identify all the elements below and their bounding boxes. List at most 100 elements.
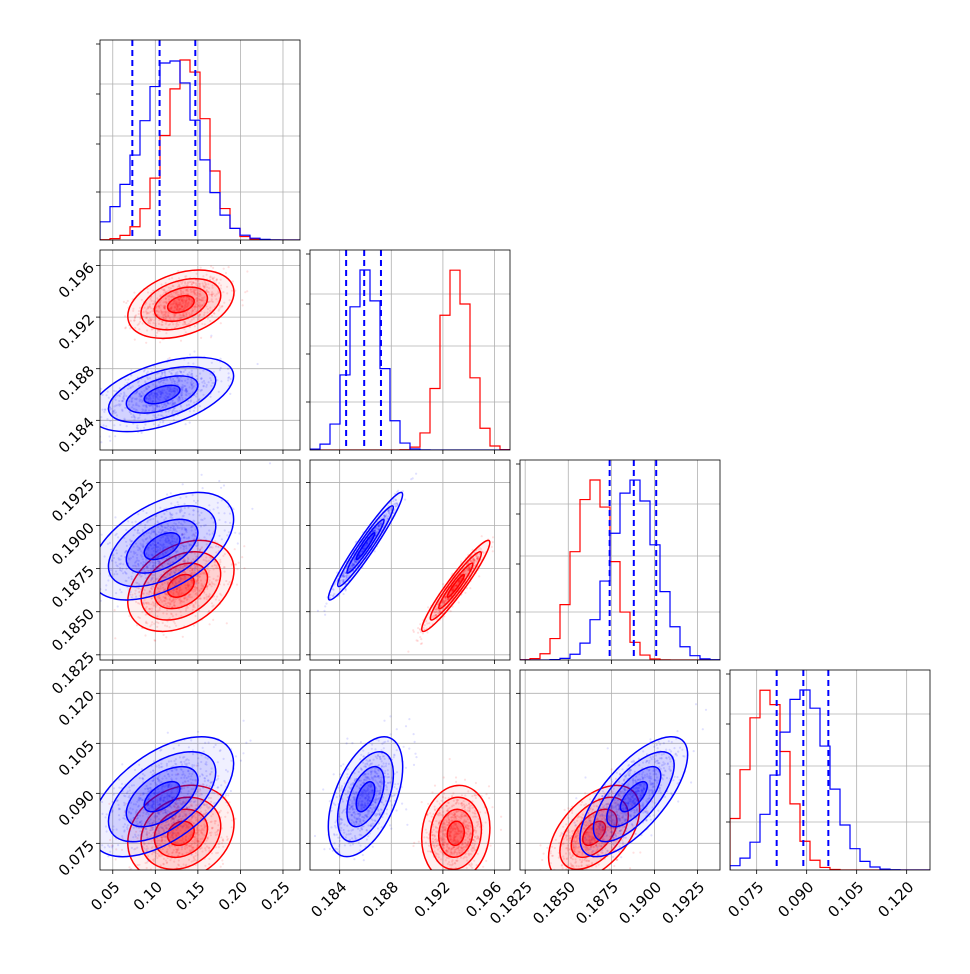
scatter-point <box>178 887 180 889</box>
y-tick-label: 0.184 <box>55 414 98 457</box>
scatter-point <box>176 876 178 878</box>
scatter-point <box>227 794 229 796</box>
scatter-point <box>419 628 421 630</box>
panel-frame <box>520 460 720 660</box>
scatter-point <box>212 267 214 269</box>
y-tick-label: 0.1900 <box>48 519 98 569</box>
scatter-point <box>419 623 421 625</box>
scatter-point <box>200 267 202 269</box>
density-red <box>416 536 497 637</box>
scatter-point <box>228 266 230 268</box>
scatter-point <box>223 484 225 486</box>
scatter-point <box>492 550 494 552</box>
scatter-point <box>238 532 240 534</box>
scatter-point <box>269 462 271 464</box>
scatter-point <box>95 403 97 405</box>
scatter-point <box>96 539 98 541</box>
scatter-point <box>180 340 182 342</box>
scatter-point <box>68 414 70 416</box>
scatter-point <box>422 632 424 634</box>
density-blue <box>82 342 243 446</box>
scatter-point <box>491 546 493 548</box>
scatter-point <box>237 542 239 544</box>
scatter-point <box>156 877 158 879</box>
scatter-point <box>221 859 223 861</box>
scatter-point <box>92 418 94 420</box>
scatter-point <box>141 432 143 434</box>
scatter-point <box>234 532 236 534</box>
scatter-point <box>115 858 117 860</box>
scatter-point <box>215 559 217 561</box>
scatter-point <box>182 483 184 485</box>
panel-2-2 <box>516 460 720 664</box>
scatter-point <box>450 610 452 612</box>
scatter-point <box>229 393 231 395</box>
panel-1-1 <box>306 250 510 454</box>
scatter-point <box>220 322 222 324</box>
scatter-point <box>71 612 73 614</box>
scatter-point <box>100 441 102 443</box>
y-tick-label: 0.1875 <box>48 562 98 612</box>
scatter-point <box>163 634 165 636</box>
scatter-point <box>157 872 159 874</box>
scatter-point <box>164 878 166 880</box>
scatter-point <box>94 410 96 412</box>
scatter-point <box>238 562 240 564</box>
scatter-point <box>91 398 93 400</box>
scatter-point <box>492 536 494 538</box>
panel-plot-area <box>70 670 300 901</box>
scatter-point <box>195 583 197 585</box>
scatter-point <box>420 638 422 640</box>
scatter-point <box>171 887 173 889</box>
panel-0-0 <box>96 40 300 244</box>
scatter-point <box>185 423 187 425</box>
scatter-point <box>148 878 150 880</box>
scatter-point <box>225 272 227 274</box>
scatter-point <box>201 474 203 476</box>
scatter-point <box>177 270 179 272</box>
scatter-point <box>114 637 116 639</box>
scatter-point <box>193 625 195 627</box>
scatter-point <box>323 610 325 612</box>
scatter-point <box>324 605 326 607</box>
scatter-point <box>142 602 144 604</box>
y-tick-label: 0.192 <box>55 310 98 353</box>
scatter-point <box>232 280 234 282</box>
scatter-point <box>324 614 326 616</box>
scatter-point <box>134 339 136 341</box>
panel-plot-area <box>309 460 511 660</box>
scatter-point <box>317 610 319 612</box>
scatter-point <box>108 435 110 437</box>
scatter-point <box>193 350 195 352</box>
density-red <box>119 257 243 351</box>
scatter-point <box>417 627 419 629</box>
scatter-point <box>128 866 130 868</box>
scatter-point <box>492 541 494 543</box>
scatter-point <box>415 473 417 475</box>
scatter-point <box>114 609 116 611</box>
scatter-point <box>95 587 97 589</box>
scatter-point <box>183 885 185 887</box>
scatter-point <box>165 636 167 638</box>
scatter-point <box>136 874 138 876</box>
scatter-point <box>93 418 95 420</box>
scatter-point <box>172 589 174 591</box>
scatter-point <box>91 397 93 399</box>
scatter-point <box>133 292 135 294</box>
scatter-point <box>243 567 245 569</box>
scatter-point <box>224 877 226 879</box>
scatter-point <box>426 631 428 633</box>
scatter-point <box>130 369 132 371</box>
scatter-point <box>464 592 466 594</box>
panel-plot-area <box>100 40 300 240</box>
scatter-point <box>413 631 415 633</box>
scatter-point <box>145 872 147 874</box>
scatter-point <box>410 478 412 480</box>
scatter-point <box>170 492 172 494</box>
scatter-point <box>209 623 211 625</box>
scatter-point <box>127 300 129 302</box>
panel-plot-area <box>66 460 301 660</box>
